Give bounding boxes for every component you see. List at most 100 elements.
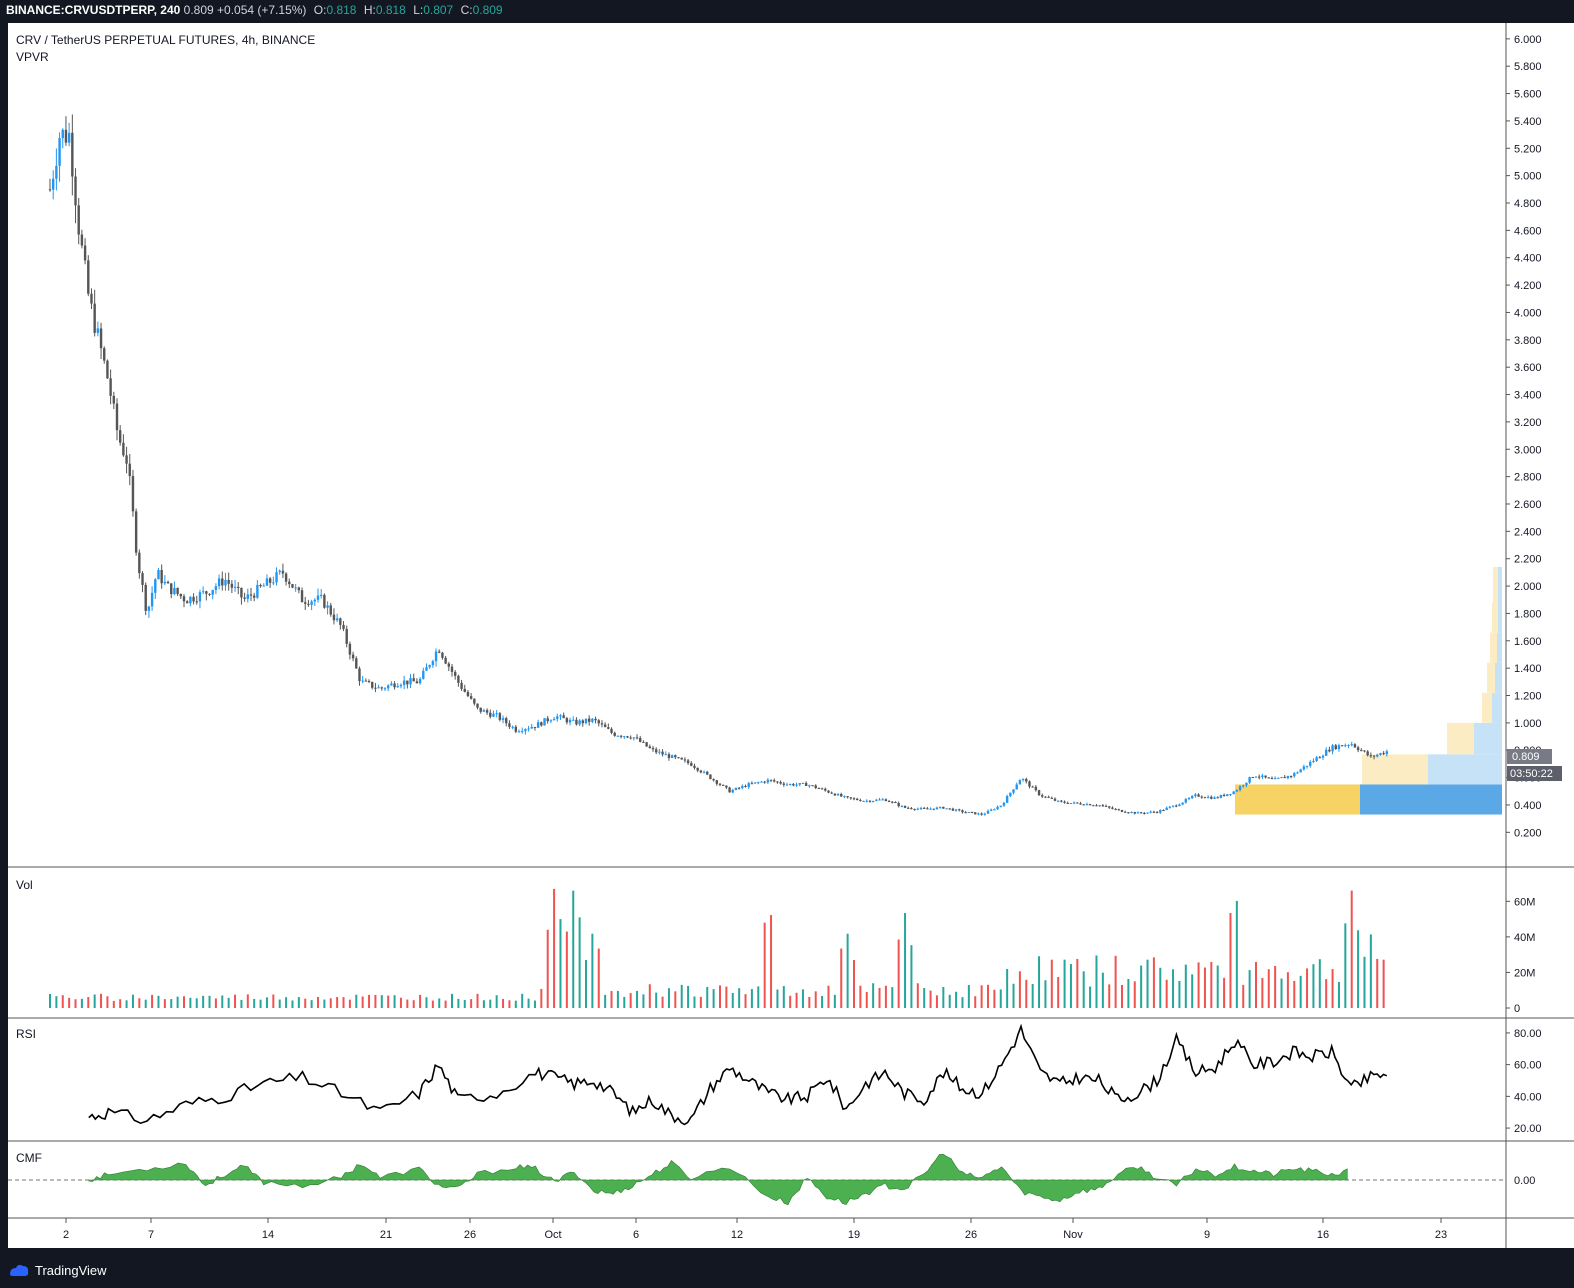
- candle-body: [460, 682, 463, 689]
- candle-body: [463, 688, 466, 692]
- candle-body: [1123, 811, 1127, 813]
- volume-bar: [929, 990, 932, 1008]
- volume-bar: [87, 997, 90, 1008]
- candle-body: [734, 787, 738, 790]
- open-value: 0.818: [326, 3, 357, 17]
- candle-body: [1257, 776, 1261, 778]
- price-tick-label: 3.800: [1514, 335, 1542, 347]
- volume-bar: [1369, 934, 1372, 1008]
- candle-body: [1025, 778, 1028, 782]
- candle-body: [559, 715, 562, 717]
- candle-body: [1072, 802, 1076, 804]
- candle-body: [406, 680, 409, 685]
- candle-body: [71, 132, 74, 177]
- candle-body: [469, 696, 473, 699]
- candle-body: [1222, 795, 1226, 797]
- candle-body: [361, 680, 364, 682]
- candle-body: [910, 808, 913, 810]
- candle-body: [769, 779, 773, 781]
- volume-bar: [1095, 955, 1098, 1008]
- time-axis[interactable]: 2 7 14 21 26 Oct 6 12 19 26 Nov 9 16 23: [63, 1218, 1447, 1241]
- candle-body: [868, 800, 872, 802]
- candle-body: [348, 643, 352, 655]
- symbol-name[interactable]: BINANCE:CRVUSDTPERP,: [6, 3, 157, 17]
- volume-bar: [636, 990, 639, 1008]
- candle-body: [431, 661, 435, 666]
- price-axis[interactable]: 6.000 5.800 5.600 5.400 5.200 5.000 4.800 4.600…: [1506, 34, 1542, 839]
- volume-bar: [368, 994, 371, 1008]
- candle-body: [737, 787, 741, 789]
- candle-body: [278, 570, 281, 573]
- volume-bars: [49, 888, 1385, 1008]
- tradingview-brand[interactable]: TradingView: [35, 1262, 107, 1278]
- candle-body: [409, 678, 412, 685]
- volume-bar: [974, 996, 977, 1008]
- candle-body: [412, 678, 415, 682]
- candle-body: [441, 652, 444, 658]
- low-label: L:: [413, 3, 424, 17]
- candle-body: [840, 793, 843, 797]
- volume-bar: [1318, 959, 1321, 1008]
- candle-body: [1356, 747, 1360, 751]
- candle-body: [281, 570, 285, 574]
- volume-bar: [112, 1000, 115, 1008]
- volume-bar: [1337, 981, 1340, 1008]
- candle-body: [374, 687, 377, 689]
- candle-body: [629, 737, 632, 739]
- candle-body: [64, 129, 68, 143]
- candle-body: [313, 599, 317, 602]
- candle-body: [1009, 792, 1012, 797]
- rsi-label[interactable]: RSI: [16, 1027, 36, 1041]
- cmf-label[interactable]: CMF: [16, 1151, 42, 1165]
- volume-tick-label: 40M: [1514, 932, 1535, 944]
- volume-bar: [859, 985, 862, 1008]
- candle-body: [1098, 805, 1101, 807]
- candle-body: [1155, 812, 1159, 814]
- volume-bar: [833, 994, 836, 1008]
- volume-bar: [782, 986, 785, 1008]
- volume-bar: [508, 1000, 511, 1008]
- candle-body: [1034, 786, 1038, 791]
- candle-body: [355, 658, 358, 669]
- volume-bar: [470, 999, 473, 1008]
- volume-bar: [336, 997, 339, 1008]
- candle-body: [1104, 805, 1108, 807]
- candle-body: [1382, 753, 1385, 755]
- candle-body: [211, 589, 214, 595]
- candle-body: [1190, 796, 1194, 799]
- candle-body: [67, 132, 71, 143]
- volume-label[interactable]: Vol: [16, 878, 33, 892]
- candle-body: [945, 808, 948, 810]
- volume-bar: [80, 998, 83, 1008]
- candle-body: [297, 587, 301, 591]
- interval-label[interactable]: 240: [160, 3, 181, 17]
- candle-body: [1206, 796, 1210, 798]
- candle-body: [453, 671, 457, 676]
- volume-bar: [1152, 957, 1155, 1008]
- candle-body: [501, 718, 505, 720]
- volume-bar: [808, 997, 811, 1008]
- vpvr-bar-down: [1235, 784, 1360, 815]
- candle-body: [252, 595, 256, 598]
- candlestick-series: [48, 114, 1389, 816]
- volume-bar: [744, 994, 747, 1008]
- candle-body: [894, 801, 897, 803]
- volume-bar: [399, 997, 402, 1008]
- candle-body: [1331, 745, 1334, 752]
- chart-canvas[interactable]: CRV / TetherUS PERPETUAL FUTURES, 4h, BI…: [0, 20, 1574, 1252]
- candle-body: [702, 771, 706, 773]
- candle-body: [782, 783, 786, 785]
- candle-body: [1050, 797, 1054, 799]
- vpvr-label[interactable]: VPVR: [16, 50, 49, 64]
- rsi-series: [88, 1023, 1388, 1126]
- candle-body: [1203, 797, 1207, 799]
- volume-bar: [482, 1000, 485, 1008]
- candle-body: [205, 591, 208, 594]
- candle-body: [540, 722, 543, 726]
- tradingview-logo-icon[interactable]: [8, 1262, 30, 1278]
- candle-body: [1363, 750, 1366, 752]
- candle-body: [520, 731, 524, 733]
- candle-body: [1133, 812, 1136, 814]
- candle-body: [1181, 802, 1184, 805]
- volume-bar: [1044, 980, 1047, 1008]
